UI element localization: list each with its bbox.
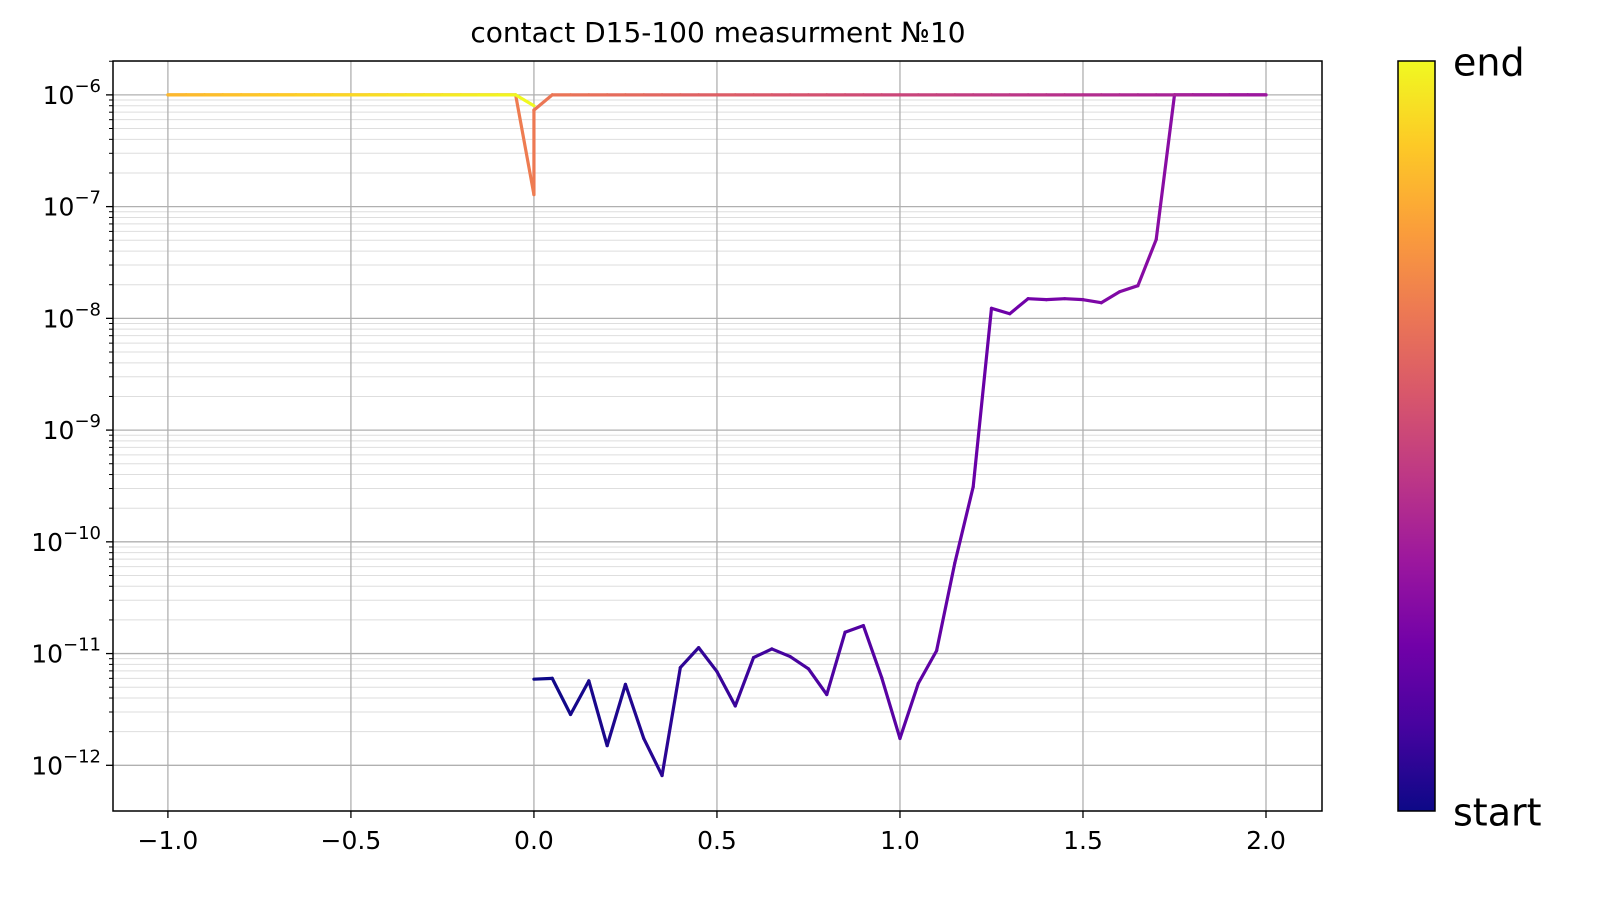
y-tick-label: 10−8 [43,299,101,333]
line-segment [770,647,792,659]
line-segment [843,623,865,634]
line-segment [861,623,884,680]
line-segment [1117,284,1140,294]
line-segment [642,736,664,778]
line-segment [825,630,847,697]
x-tick-label: −0.5 [321,826,382,855]
line-segment [898,681,920,741]
y-tick-label: 10−10 [31,523,101,557]
line-segment [971,306,994,489]
colorbar-label: start [1453,791,1542,835]
line-segment [806,667,829,697]
colorbar [1397,60,1436,812]
line-segment [587,679,609,748]
x-tick-label: 0.0 [514,826,554,855]
line-segment [1008,297,1030,316]
y-tick-label: 10−7 [43,188,101,222]
line-segment [550,676,573,717]
line-segment [953,485,975,565]
x-tick-label: −1.0 [138,826,199,855]
line-segment [1099,290,1122,305]
line-segment [532,93,554,112]
line-segment [1044,297,1067,302]
line-segment [1136,237,1158,288]
line-segment [697,646,719,674]
line-segment [623,682,646,741]
x-tick-label: 0.5 [697,826,737,855]
line-segment [733,656,756,708]
line-segment [916,649,939,686]
y-tick-label: 10−11 [31,635,101,669]
x-tick-label: 1.5 [1063,826,1103,855]
y-tick-label: 10−12 [31,746,101,780]
colorbar-label: end [1453,41,1525,85]
y-tick-label: 10−6 [43,76,101,110]
line-segment [1154,93,1177,242]
line-segment [880,675,902,741]
line-segment [568,679,591,717]
line-segment [989,306,1012,316]
line-segment [715,669,737,708]
plot-area [113,60,1322,811]
line-segment [1026,297,1048,302]
x-tick-label: 1.0 [880,826,920,855]
line-segment [751,647,774,660]
line-segment [1081,298,1103,305]
x-tick-label: 2.0 [1246,826,1286,855]
line-segment [788,654,811,671]
line-segment [678,646,701,670]
line-segment [605,682,628,748]
y-tick-label: 10−9 [43,411,101,445]
chart-title: contact D15-100 measurment №10 [470,16,965,49]
line-segment [514,93,536,197]
line-segment [1063,297,1085,302]
line-segment [660,665,682,778]
line-segment [934,561,957,653]
line-segment [532,676,554,681]
line-segment [514,93,536,108]
